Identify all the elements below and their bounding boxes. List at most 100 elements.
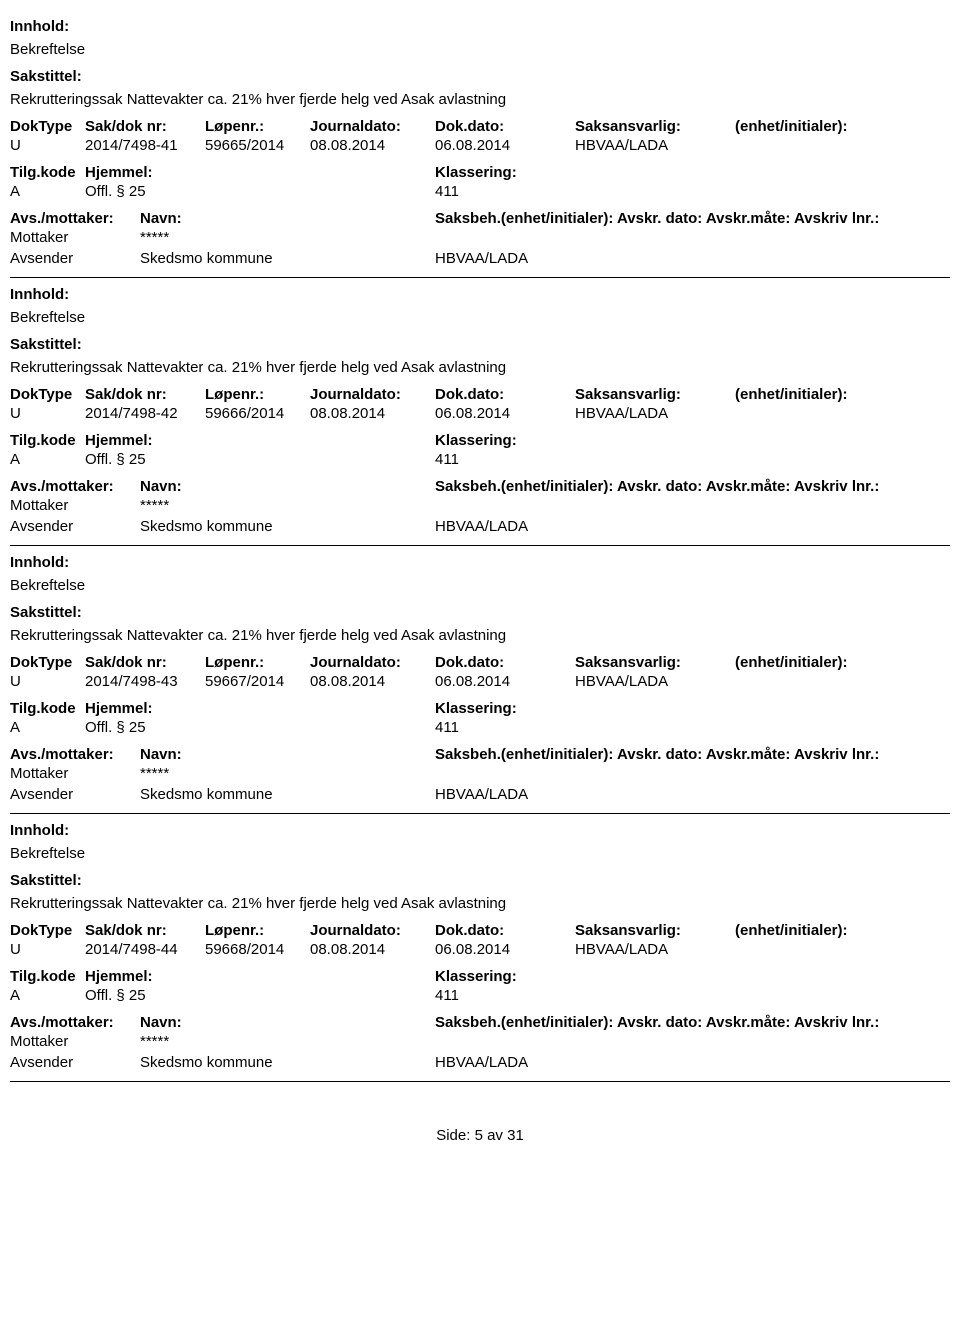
sakdok-value: 2014/7498-41 — [85, 137, 205, 154]
mottaker-label: Mottaker — [10, 765, 140, 782]
journaldato-value: 08.08.2014 — [310, 405, 435, 422]
sakstittel-value: Rekrutteringssak Nattevakter ca. 21% hve… — [10, 359, 950, 376]
doc-value-row: U 2014/7498-41 59665/2014 08.08.2014 06.… — [10, 137, 950, 154]
lopenr-value: 59668/2014 — [205, 941, 310, 958]
hjemmel-label: Hjemmel: — [85, 164, 435, 181]
footer-sep: av — [487, 1127, 503, 1144]
doc-value-row: U 2014/7498-42 59666/2014 08.08.2014 06.… — [10, 405, 950, 422]
avsender-label: Avsender — [10, 250, 140, 267]
enhet-label: (enhet/initialer): — [735, 922, 950, 939]
avsender-navn: Skedsmo kommune — [140, 518, 435, 535]
tilgkode-label: Tilg.kode — [10, 164, 85, 181]
tilgkode-value: A — [10, 183, 85, 200]
journaldato-label: Journaldato: — [310, 922, 435, 939]
dokdato-label: Dok.dato: — [435, 922, 575, 939]
innhold-value: Bekreftelse — [10, 845, 950, 862]
saksansvarlig-label: Saksansvarlig: — [575, 922, 735, 939]
tilg-header-row: Tilg.kode Hjemmel: Klassering: — [10, 700, 950, 717]
innhold-value: Bekreftelse — [10, 577, 950, 594]
lopenr-value: 59667/2014 — [205, 673, 310, 690]
lopenr-label: Løpenr.: — [205, 118, 310, 135]
avsender-row: Avsender Skedsmo kommune HBVAA/LADA — [10, 786, 950, 803]
record-separator — [10, 277, 950, 278]
footer-total: 31 — [507, 1127, 524, 1144]
record-separator — [10, 1081, 950, 1082]
enhet-label: (enhet/initialer): — [735, 386, 950, 403]
avs-header-row: Avs./mottaker: Navn: Saksbeh.(enhet/init… — [10, 1014, 950, 1031]
avsender-row: Avsender Skedsmo kommune HBVAA/LADA — [10, 518, 950, 535]
doc-value-row: U 2014/7498-43 59667/2014 08.08.2014 06.… — [10, 673, 950, 690]
hjemmel-value: Offl. § 25 — [85, 719, 435, 736]
avsender-row: Avsender Skedsmo kommune HBVAA/LADA — [10, 1054, 950, 1071]
dokdato-label: Dok.dato: — [435, 118, 575, 135]
lopenr-value: 59666/2014 — [205, 405, 310, 422]
doktype-label: DokType — [10, 922, 85, 939]
klassering-label: Klassering: — [435, 432, 950, 449]
klassering-value: 411 — [435, 719, 950, 736]
mottaker-label: Mottaker — [10, 1033, 140, 1050]
doktype-label: DokType — [10, 654, 85, 671]
mottaker-row: Mottaker ***** — [10, 765, 950, 782]
avsmottaker-label: Avs./mottaker: — [10, 1014, 140, 1031]
innhold-label: Innhold: — [10, 286, 950, 303]
avsender-navn: Skedsmo kommune — [140, 786, 435, 803]
avsender-unit: HBVAA/LADA — [435, 518, 950, 535]
enhet-label: (enhet/initialer): — [735, 654, 950, 671]
tilgkode-label: Tilg.kode — [10, 432, 85, 449]
avsender-unit: HBVAA/LADA — [435, 786, 950, 803]
mottaker-row: Mottaker ***** — [10, 229, 950, 246]
avsmottaker-label: Avs./mottaker: — [10, 478, 140, 495]
sakdok-value: 2014/7498-43 — [85, 673, 205, 690]
saksbeh-label: Saksbeh.(enhet/initialer): Avskr. dato: … — [435, 478, 950, 495]
avsender-label: Avsender — [10, 786, 140, 803]
avsmottaker-label: Avs./mottaker: — [10, 746, 140, 763]
tilgkode-value: A — [10, 451, 85, 468]
tilgkode-label: Tilg.kode — [10, 968, 85, 985]
mottaker-navn: ***** — [140, 229, 435, 246]
mottaker-label: Mottaker — [10, 229, 140, 246]
dokdato-value: 06.08.2014 — [435, 137, 575, 154]
sakstittel-value: Rekrutteringssak Nattevakter ca. 21% hve… — [10, 627, 950, 644]
lopenr-label: Løpenr.: — [205, 386, 310, 403]
journal-record: Innhold: Bekreftelse Sakstittel: Rekrutt… — [10, 822, 950, 1082]
doc-value-row: U 2014/7498-44 59668/2014 08.08.2014 06.… — [10, 941, 950, 958]
avsender-unit: HBVAA/LADA — [435, 1054, 950, 1071]
navn-label: Navn: — [140, 1014, 435, 1031]
lopenr-value: 59665/2014 — [205, 137, 310, 154]
klassering-value: 411 — [435, 183, 950, 200]
footer-page: 5 — [475, 1127, 483, 1144]
avsender-navn: Skedsmo kommune — [140, 250, 435, 267]
doktype-label: DokType — [10, 386, 85, 403]
doktype-value: U — [10, 405, 85, 422]
saksansvarlig-value: HBVAA/LADA — [575, 405, 735, 422]
klassering-label: Klassering: — [435, 700, 950, 717]
journaldato-value: 08.08.2014 — [310, 137, 435, 154]
klassering-label: Klassering: — [435, 968, 950, 985]
journaldato-value: 08.08.2014 — [310, 941, 435, 958]
page-footer: Side: 5 av 31 — [10, 1127, 950, 1144]
mottaker-row: Mottaker ***** — [10, 1033, 950, 1050]
saksbeh-label: Saksbeh.(enhet/initialer): Avskr. dato: … — [435, 746, 950, 763]
doc-header-row: DokType Sak/dok nr: Løpenr.: Journaldato… — [10, 922, 950, 939]
klassering-value: 411 — [435, 987, 950, 1004]
avsender-label: Avsender — [10, 518, 140, 535]
journaldato-value: 08.08.2014 — [310, 673, 435, 690]
enhet-label: (enhet/initialer): — [735, 118, 950, 135]
innhold-value: Bekreftelse — [10, 309, 950, 326]
dokdato-label: Dok.dato: — [435, 386, 575, 403]
doktype-value: U — [10, 673, 85, 690]
journaldato-label: Journaldato: — [310, 654, 435, 671]
lopenr-label: Løpenr.: — [205, 922, 310, 939]
mottaker-navn: ***** — [140, 1033, 435, 1050]
dokdato-value: 06.08.2014 — [435, 405, 575, 422]
doc-header-row: DokType Sak/dok nr: Løpenr.: Journaldato… — [10, 386, 950, 403]
avsmottaker-label: Avs./mottaker: — [10, 210, 140, 227]
avsender-label: Avsender — [10, 1054, 140, 1071]
footer-prefix: Side: — [436, 1127, 470, 1144]
journaldato-label: Journaldato: — [310, 386, 435, 403]
klassering-value: 411 — [435, 451, 950, 468]
klassering-label: Klassering: — [435, 164, 950, 181]
avs-header-row: Avs./mottaker: Navn: Saksbeh.(enhet/init… — [10, 746, 950, 763]
dokdato-value: 06.08.2014 — [435, 673, 575, 690]
doktype-value: U — [10, 137, 85, 154]
